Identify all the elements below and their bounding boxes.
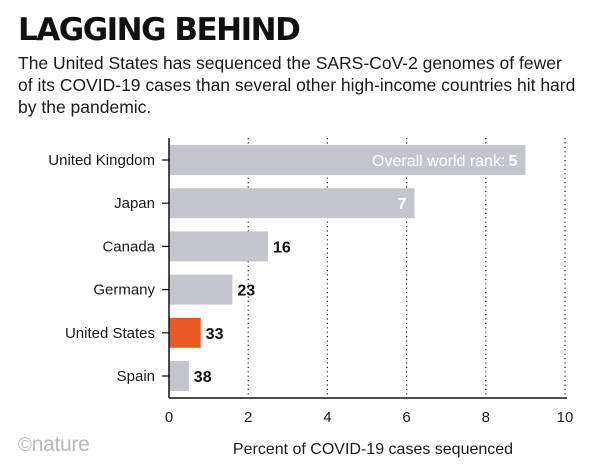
- x-tick-label: 4: [323, 409, 331, 426]
- x-tick-label: 2: [244, 409, 252, 426]
- category-label: United States: [65, 325, 155, 342]
- x-axis-label: Percent of COVID-19 cases sequenced: [233, 441, 513, 458]
- copyright-symbol: ©: [18, 435, 32, 456]
- category-label: United Kingdom: [48, 152, 155, 169]
- bar: [169, 274, 233, 305]
- category-label: Spain: [117, 368, 155, 385]
- rank-label: 16: [273, 239, 291, 256]
- x-tick-label: 10: [557, 409, 574, 426]
- bar: [169, 188, 415, 219]
- rank-label: 33: [206, 326, 224, 343]
- bar: [169, 145, 526, 175]
- rank-label: 5: [508, 153, 517, 170]
- category-label: Canada: [102, 238, 155, 255]
- nature-logo: ©nature: [18, 433, 90, 457]
- bar: [169, 317, 201, 348]
- chart-title: LAGGING BEHIND: [18, 12, 301, 48]
- brand-name: nature: [31, 433, 90, 456]
- category-label: Japan: [114, 195, 155, 212]
- rank-annotation: Overall world rank:: [372, 153, 505, 170]
- x-tick-label: 0: [165, 409, 173, 426]
- rank-label: 38: [194, 369, 212, 386]
- x-tick-label: 8: [482, 409, 490, 426]
- category-label: Germany: [93, 282, 155, 299]
- bar: [169, 361, 189, 391]
- chart-subtitle: The United States has sequenced the SARS…: [18, 53, 576, 117]
- bar: [169, 231, 268, 262]
- x-tick-label: 6: [402, 409, 410, 426]
- rank-label: 23: [237, 283, 255, 300]
- rank-label: 7: [398, 196, 407, 213]
